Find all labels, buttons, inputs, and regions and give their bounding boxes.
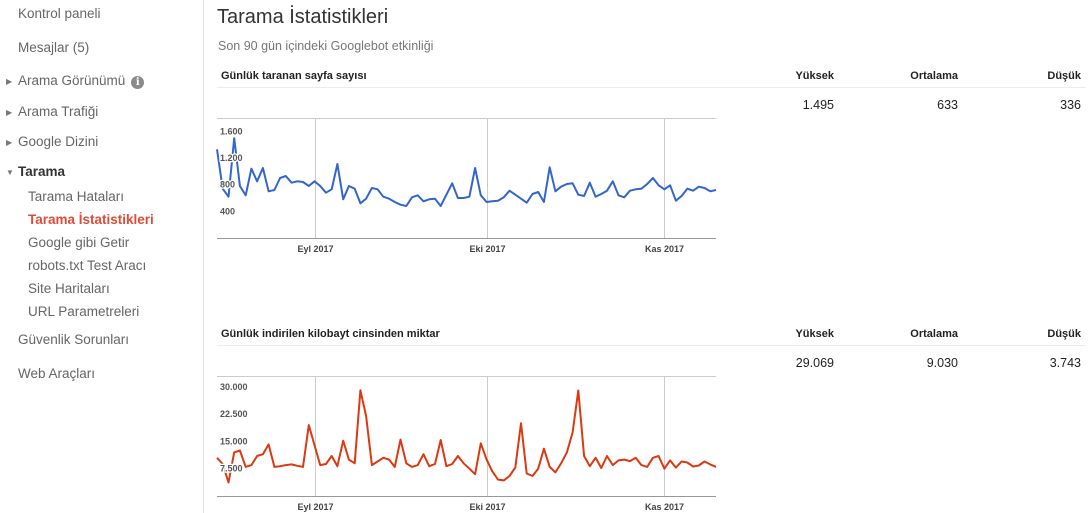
stat-header-avg: Ortalama bbox=[910, 328, 958, 340]
y-tick-label: 400 bbox=[220, 206, 235, 216]
page-title: Tarama İstatistikleri bbox=[217, 6, 389, 28]
stat-value-high: 1.495 bbox=[802, 98, 834, 112]
x-tick-label: Kas 2017 bbox=[645, 244, 684, 254]
stat-header-high: Yüksek bbox=[795, 70, 834, 82]
sidebar-subitem-site-haritalari[interactable]: Site Haritaları bbox=[28, 281, 110, 296]
stat-value-avg: 633 bbox=[937, 98, 958, 112]
sidebar-item-arama-trafigi[interactable]: ▶ Arama Trafiği bbox=[6, 104, 98, 119]
section-title-kilobytes: Günlük indirilen kilobayt cinsinden mikt… bbox=[221, 328, 440, 340]
page-subtitle: Son 90 gün içindeki Googlebot etkinliği bbox=[218, 39, 434, 53]
sidebar-item-web-araclari[interactable]: Web Araçları bbox=[18, 366, 96, 381]
sidebar-subitem-tarama-istatistikleri[interactable]: Tarama İstatistikleri bbox=[28, 212, 154, 227]
y-tick-label: 1.600 bbox=[220, 126, 243, 136]
stat-header-high: Yüksek bbox=[795, 328, 834, 340]
sidebar-subitem-tarama-hatalari[interactable]: Tarama Hataları bbox=[28, 189, 125, 204]
sidebar-item-label: Arama Trafiği bbox=[18, 104, 99, 119]
x-tick-label: Eyl 2017 bbox=[297, 244, 333, 254]
header-divider bbox=[217, 87, 1086, 88]
y-tick-label: 800 bbox=[220, 180, 235, 190]
sidebar-item-kontrol-paneli[interactable]: Kontrol paneli bbox=[18, 6, 101, 21]
sidebar-item-guvenlik-sorunlari[interactable]: Güvenlik Sorunları bbox=[18, 332, 130, 347]
y-tick-label: 1.200 bbox=[220, 153, 243, 163]
plot-frame bbox=[217, 118, 716, 239]
sidebar-item-arama-gorunumu[interactable]: ▶ Arama Görünümü i bbox=[6, 73, 145, 89]
stat-value-low: 3.743 bbox=[1049, 356, 1081, 370]
chevron-down-icon: ▼ bbox=[6, 168, 14, 177]
sidebar-subitem-url-parametreleri[interactable]: URL Parametreleri bbox=[28, 304, 140, 319]
sidebar-item-label: Google Dizini bbox=[18, 134, 99, 149]
x-tick-label: Eki 2017 bbox=[469, 244, 505, 254]
sidebar-item-tarama[interactable]: ▼ Tarama bbox=[6, 164, 65, 179]
sidebar-item-google-dizini[interactable]: ▶ Google Dizini bbox=[6, 134, 98, 149]
sidebar-subitem-robots-test[interactable]: robots.txt Test Aracı bbox=[28, 258, 147, 273]
sidebar-item-label: Arama Görünümü bbox=[18, 73, 126, 88]
info-icon[interactable]: i bbox=[131, 76, 145, 89]
sidebar-item-mesajlar[interactable]: Mesajlar (5) bbox=[18, 40, 90, 55]
stat-header-avg: Ortalama bbox=[910, 70, 958, 82]
sidebar-subitem-google-gibi-getir[interactable]: Google gibi Getir bbox=[28, 235, 130, 250]
stat-value-avg: 9.030 bbox=[926, 356, 958, 370]
sidebar-item-label: Tarama bbox=[18, 164, 66, 179]
sidebar: Kontrol paneli Mesajlar (5) ▶ Arama Görün… bbox=[0, 0, 204, 513]
stat-value-low: 336 bbox=[1060, 98, 1081, 112]
section-title-pages: Günlük taranan sayfa sayısı bbox=[221, 70, 367, 82]
chevron-right-icon: ▶ bbox=[6, 138, 13, 147]
header-divider bbox=[217, 345, 1086, 346]
stat-header-low: Düşük bbox=[1047, 328, 1081, 340]
chevron-right-icon: ▶ bbox=[6, 77, 13, 86]
pages-series-line[interactable] bbox=[216, 137, 717, 207]
stat-header-low: Düşük bbox=[1047, 70, 1081, 82]
stat-value-high: 29.069 bbox=[795, 356, 834, 370]
chevron-right-icon: ▶ bbox=[6, 108, 13, 117]
